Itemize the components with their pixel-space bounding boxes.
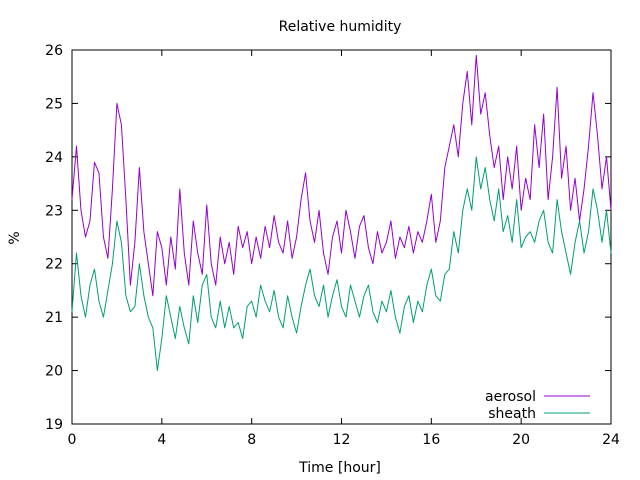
x-tick-label: 4 (157, 432, 166, 448)
plot-frame (71, 49, 612, 425)
y-tick-label: 23 (45, 203, 63, 219)
x-tick-label: 12 (333, 432, 351, 448)
y-tick-label: 25 (45, 96, 63, 112)
axis-ticks: 0 4 8 12 16 20 24 19 20 21 22 23 24 25 26 (45, 43, 620, 448)
series-line-sheath (71, 156, 612, 372)
series-layer (71, 54, 612, 372)
y-tick-label: 26 (45, 43, 63, 59)
x-axis-label: Time [hour] (298, 460, 381, 476)
series-line-aerosol (71, 54, 612, 297)
y-tick-label: 22 (45, 257, 63, 273)
y-tick-label: 24 (45, 150, 63, 166)
x-tick-label: 0 (68, 432, 77, 448)
legend-label-sheath: sheath (488, 406, 536, 422)
x-tick-label: 20 (512, 432, 530, 448)
y-tick-label: 19 (45, 417, 63, 433)
y-axis-label: % (7, 231, 23, 244)
x-tick-label: 24 (602, 432, 620, 448)
y-tick-label: 20 (45, 364, 63, 380)
chart-title: Relative humidity (279, 19, 402, 35)
y-tick-label: 21 (45, 310, 63, 326)
x-tick-label: 16 (422, 432, 440, 448)
x-tick-label: 8 (247, 432, 256, 448)
legend-label-aerosol: aerosol (485, 389, 536, 405)
